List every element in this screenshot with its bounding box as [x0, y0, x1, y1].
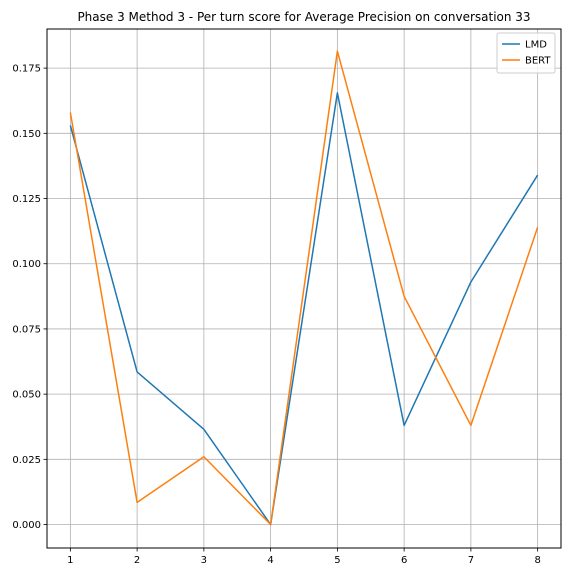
y-tick-label: 0.050 — [12, 390, 41, 401]
series-line-bert — [69, 50, 539, 526]
legend-box — [496, 32, 556, 74]
y-tick-label: 0.100 — [12, 259, 41, 270]
x-tick-label: 5 — [334, 555, 340, 566]
series-lines — [69, 50, 539, 526]
chart-title: Phase 3 Method 3 - Per turn score for Av… — [77, 10, 530, 24]
legend-label: BERT — [525, 56, 551, 67]
axes: 1 2 3 4 5 6 7 8 0.000 0.025 0.050 0.075 0.100 0.125 0.… — [12, 64, 540, 566]
y-tick-label: 0.175 — [12, 64, 41, 75]
y-tick-label: 0.000 — [12, 520, 41, 531]
grid — [47, 29, 561, 548]
x-tick-label: 2 — [134, 555, 140, 566]
x-tick-label: 3 — [201, 555, 207, 566]
x-tick-label: 6 — [401, 555, 407, 566]
x-tick-label: 1 — [67, 555, 73, 566]
series-line-lmd — [69, 92, 539, 526]
y-tick-label: 0.075 — [12, 324, 41, 335]
legend: LMD BERT — [496, 32, 556, 74]
plot-area-frame — [46, 28, 562, 549]
x-tick-label: 8 — [534, 555, 540, 566]
x-tick-label: 7 — [468, 555, 474, 566]
x-tick-label: 4 — [267, 555, 273, 566]
y-tick-label: 0.125 — [12, 194, 41, 205]
y-tick-label: 0.150 — [12, 129, 41, 140]
legend-label: LMD — [525, 40, 547, 51]
y-tick-label: 0.025 — [12, 455, 41, 466]
